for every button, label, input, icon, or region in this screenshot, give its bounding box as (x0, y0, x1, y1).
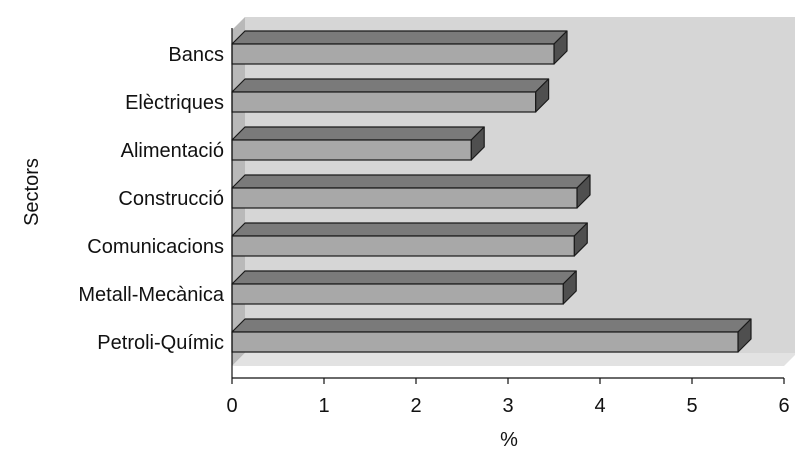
x-tick-label: 4 (594, 395, 605, 417)
bar (231, 30, 568, 65)
bar-front-face (231, 283, 564, 305)
bar-top-face (231, 318, 752, 333)
bar (231, 174, 591, 209)
bar-front-face (231, 91, 537, 113)
category-label: Bancs (168, 44, 224, 66)
bar (231, 126, 485, 161)
bar (231, 270, 577, 305)
x-tick-label: 1 (318, 395, 329, 417)
x-tick-label: 3 (502, 395, 513, 417)
bar-top-face (231, 270, 577, 285)
bar-top-face (231, 30, 568, 45)
category-label: Alimentació (121, 140, 224, 162)
bar-front-face (231, 235, 575, 257)
bar-front-face (231, 187, 578, 209)
x-tick-label: 6 (778, 395, 789, 417)
category-label: Construcció (118, 188, 224, 210)
bar-top-face (231, 222, 588, 237)
bar (231, 222, 588, 257)
category-label: Comunicacions (87, 236, 224, 258)
floor (232, 353, 795, 366)
x-axis-title: % (500, 429, 518, 451)
bar (231, 78, 550, 113)
bars-group (231, 30, 752, 353)
bar-front-face (231, 139, 472, 161)
bar-front-face (231, 331, 739, 353)
bar-top-face (231, 126, 485, 141)
x-tick-label: 0 (226, 395, 237, 417)
bar-top-face (231, 78, 550, 93)
y-axis-title: Sectors (21, 158, 43, 226)
bar-front-face (231, 43, 555, 65)
x-tick-label: 5 (686, 395, 697, 417)
axes-group: Bancs Elèctriques Alimentació Construcció Co… (78, 28, 790, 417)
x-tick-label: 2 (410, 395, 421, 417)
category-label: Metall-Mecànica (78, 284, 224, 306)
category-label: Elèctriques (125, 92, 224, 114)
bar-top-face (231, 174, 591, 189)
category-label: Petroli-Químic (97, 332, 224, 354)
bar (231, 318, 752, 353)
